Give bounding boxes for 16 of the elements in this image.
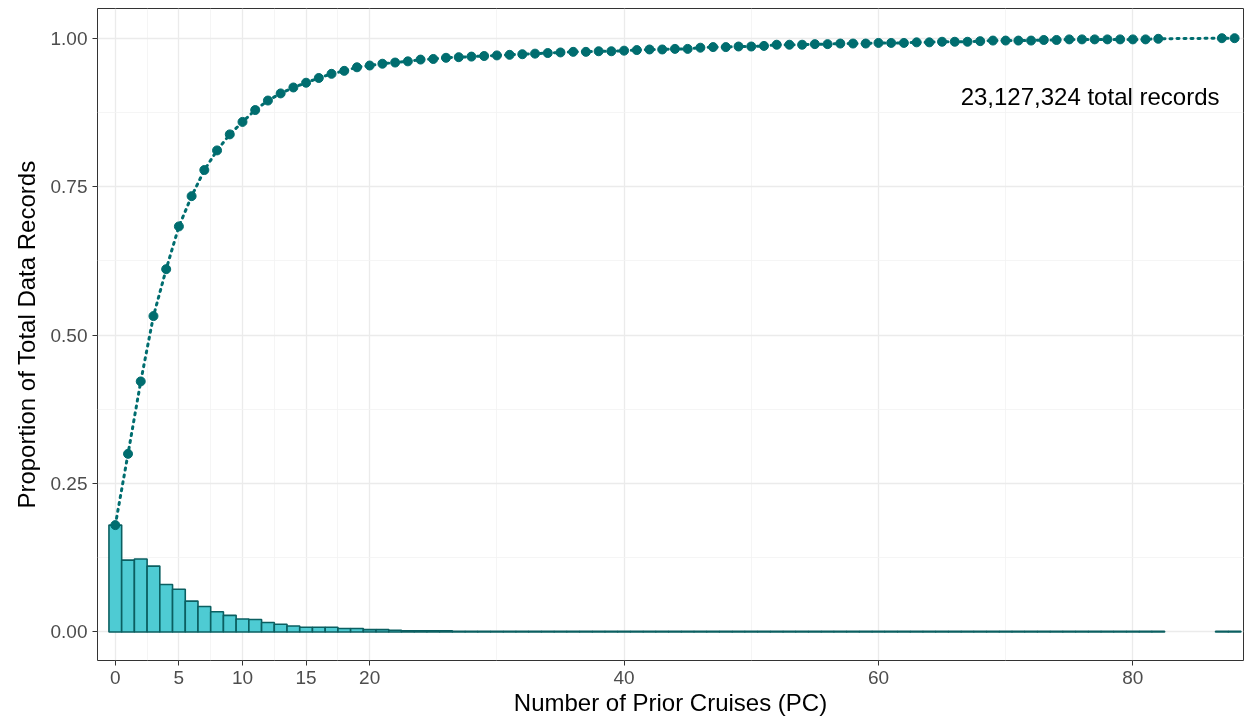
x-tick-label: 15 bbox=[295, 666, 317, 688]
y-tick-label: 0.75 bbox=[50, 176, 88, 198]
annotation: 23,127,324 total records bbox=[960, 83, 1220, 110]
x-tick-label: 80 bbox=[1122, 666, 1144, 688]
x-tick-label: 5 bbox=[173, 666, 185, 688]
y-tick-label: 0.25 bbox=[50, 473, 88, 495]
x-tick-label: 60 bbox=[867, 666, 890, 688]
y-tick-label: 0.50 bbox=[50, 324, 88, 346]
y-tick-label: 0.00 bbox=[50, 621, 88, 643]
x-axis-title: Number of Prior Cruises (PC) bbox=[513, 688, 828, 716]
x-tick-label: 20 bbox=[359, 666, 381, 688]
y-axis-title: Proportion of Total Data Records bbox=[12, 160, 40, 509]
x-tick-label: 0 bbox=[110, 666, 121, 688]
x-tick-label: 40 bbox=[613, 666, 635, 688]
y-tick-label: 1.00 bbox=[50, 27, 88, 49]
x-tick-label: 10 bbox=[231, 666, 254, 688]
